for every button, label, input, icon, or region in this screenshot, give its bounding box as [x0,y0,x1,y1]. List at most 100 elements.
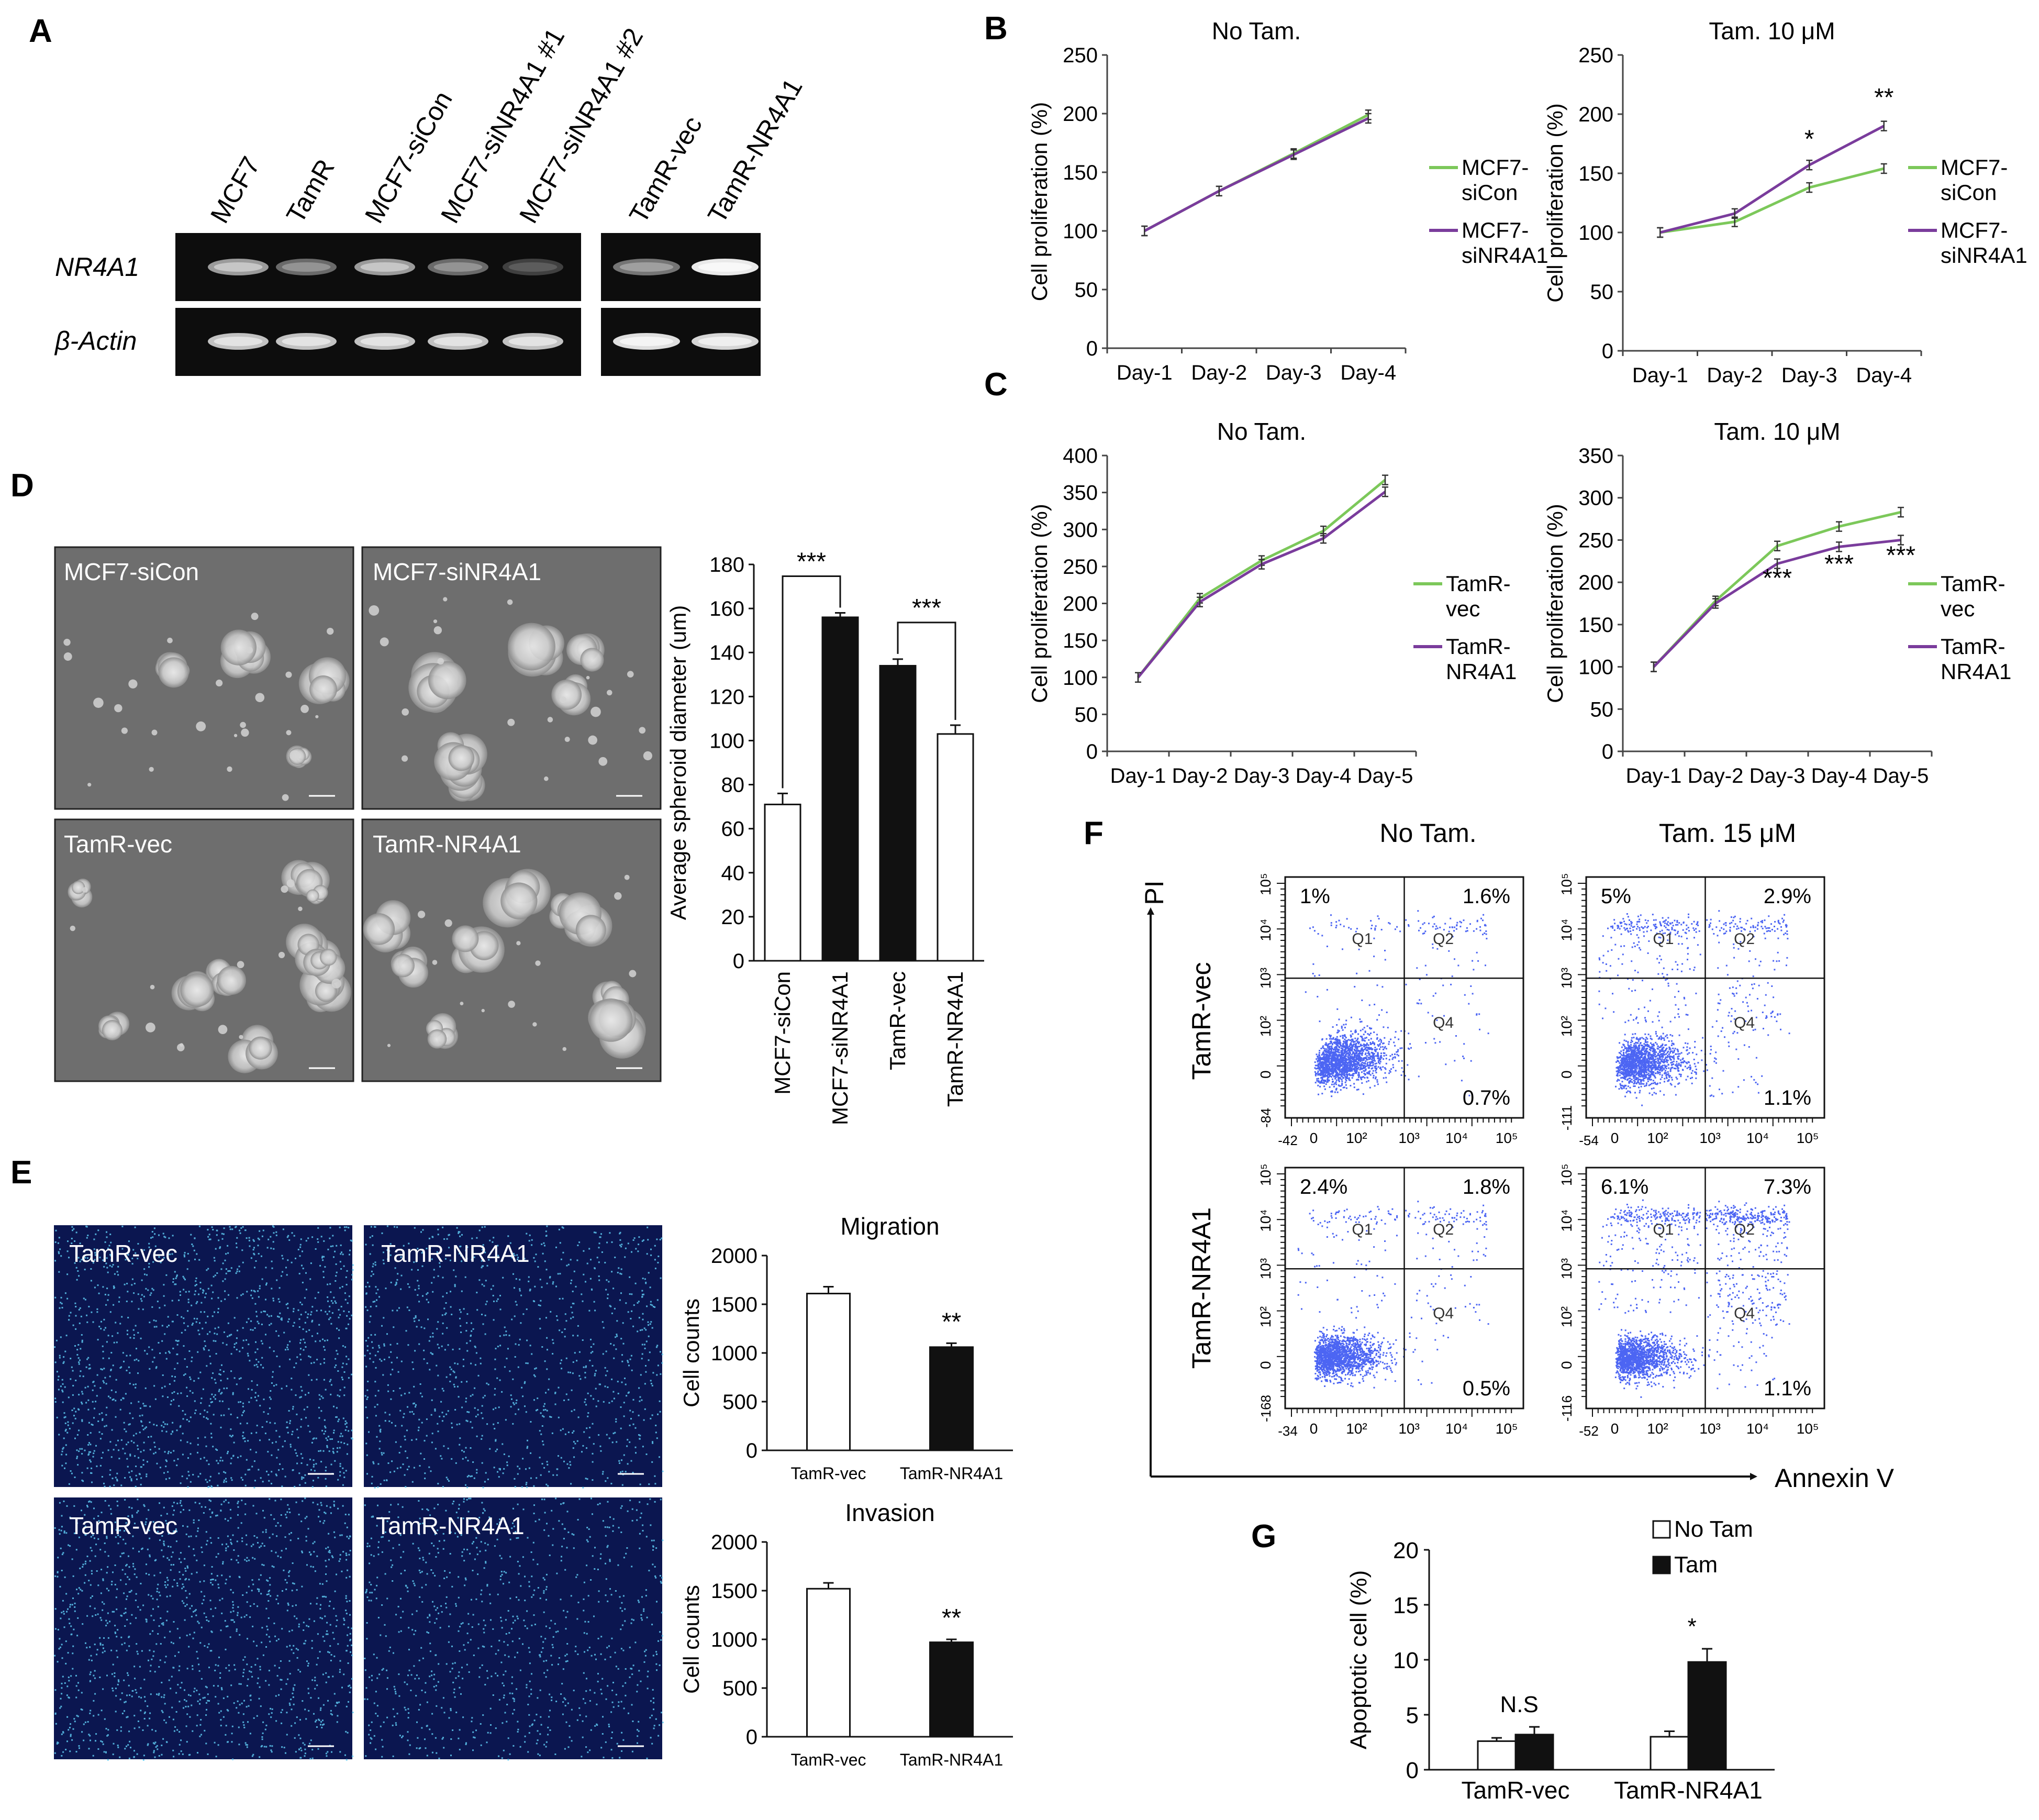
significance-mark: * [1688,1614,1697,1639]
y-tick-label: 2000 [711,1531,757,1554]
bar [929,1346,974,1451]
event-dots [1598,1199,1790,1398]
y-tick-label: 200 [1578,571,1613,594]
legend-swatch [1652,1556,1671,1574]
cell-cluster [237,961,244,969]
cell-cluster [240,722,246,728]
cell-cluster [227,766,232,772]
y-axis-min: -111 [1559,1105,1575,1130]
y-tick-label: 0 [733,950,744,973]
cell-cluster [433,619,438,624]
x-tick-label: Day-2 [1172,764,1228,787]
micrograph-mcf7-sinr4a1 [361,546,662,810]
spheroid [102,1020,122,1040]
x-tick-label: Day-3 [1781,364,1837,387]
spheroid [427,1029,447,1049]
x-tick-label: TamR-NR4A1 [900,1464,1003,1483]
spheroid [158,657,189,688]
y-tick-label: 40 [721,862,745,885]
x-tick-label: Day-3 [1234,764,1290,787]
gel-band-core [433,262,483,272]
flow-row-title: TamR-vec [1187,962,1216,1080]
q2-percent: 1.6% [1463,885,1510,908]
spheroid [500,882,538,919]
x-tick-label: TamR-vec [1461,1777,1569,1804]
significance-mark: *** [1886,542,1915,570]
y-tick-label: 10³ [1257,1258,1274,1279]
gel-band-core [360,337,409,346]
y-tick-label: 100 [1578,221,1613,245]
x-axis-min: -42 [1278,1133,1298,1148]
chart-b-no-tam: No Tam. 0 50 100 150 200 250 Day-1 Day-2 Day-3 Day… [1027,17,1548,384]
y-tick-label: 50 [1590,698,1614,721]
spheroid [551,679,582,710]
y-tick-label: 200 [1063,593,1098,616]
legend-label: MCF7- [1462,155,1529,180]
x-tick-label: 10⁵ [1496,1130,1518,1146]
y-tick-label: 150 [1578,614,1613,637]
panel-f-flow: No Tam. Tam. 15 μM TamR-vec TamR-NR4A1 P… [1140,818,1895,1493]
y-tick-label: 15 [1393,1593,1419,1618]
chart-title: Tam. 10 μM [1714,418,1840,445]
x-tick-label: 10⁴ [1746,1130,1769,1146]
x-tick-label: 10³ [1398,1130,1419,1146]
cell-cluster [315,715,319,718]
y-tick-label: 120 [709,685,744,708]
quadrant-label: Q2 [1734,1221,1755,1238]
cell-cluster [444,919,452,927]
y-axis-min: -168 [1258,1395,1274,1422]
y-axis-label: Apoptotic cell (%) [1346,1570,1372,1749]
significance-mark: *** [797,548,826,576]
quadrant-label: Q2 [1433,930,1454,948]
x-tick-label: Day-2 [1688,764,1744,787]
x-tick-label: TamR-NR4A1 [1614,1777,1763,1804]
gel-band [503,259,563,275]
spheroid [309,675,337,703]
cell-cluster [331,979,341,989]
spheroid [589,998,633,1042]
x-tick-label: TamR-NR4A1 [900,1750,1003,1769]
y-tick-label: 250 [1063,44,1098,67]
significance-mark: ** [942,1604,961,1632]
x-tick-label: TamR-NR4A1 [943,971,967,1107]
gel-band-core [698,337,752,346]
x-tick-label: MCF7-siCon [770,971,795,1095]
y-axis-label: Cell counts [679,1585,704,1694]
x-tick-label: 0 [1310,1130,1318,1146]
bar [806,1293,851,1451]
y-tick-label: 1000 [711,1628,757,1651]
fluorescence-tamr-nr4a1-migration [364,1225,664,1489]
flow-col-title: Tam. 15 μM [1659,818,1796,848]
q4-percent: 0.5% [1463,1377,1510,1400]
cell-cluster [544,776,549,781]
legend-label: No Tam [1674,1516,1753,1542]
gel-band-core [508,337,558,346]
flow-row-title: TamR-NR4A1 [1187,1207,1216,1369]
bar [764,803,801,962]
x-tick-label: 10⁵ [1797,1130,1819,1146]
spheroid [319,949,337,966]
legend-label: TamR- [1446,634,1511,659]
cell-cluster [380,637,389,647]
panel-letter-c: C [984,367,1008,403]
cell-cluster [281,885,288,893]
y-tick-label: 60 [721,818,745,841]
y-tick-label: 180 [709,553,744,576]
significance-mark: * [1804,125,1814,153]
x-tick-label: 10³ [1699,1421,1720,1437]
significance-mark: *** [1763,564,1792,592]
x-tick-label: Day-1 [1117,361,1173,384]
legend-label: siCon [1462,180,1518,205]
row-label-nr4a1: NR4A1 [55,252,139,282]
x-tick-label: MCF7-siNR4A1 [828,971,852,1125]
spheroid [363,913,395,945]
fluorescence-tamr-nr4a1-invasion [364,1497,664,1761]
y-tick-label: 150 [1063,629,1098,652]
legend-label: vec [1446,596,1480,621]
cell-cluster [586,675,590,680]
flow-col-title: No Tam. [1379,818,1476,848]
x-tick-label: Day-1 [1110,764,1166,787]
x-tick-label: 10⁴ [1445,1130,1468,1146]
micrograph-mcf7-sicon [54,546,354,810]
micrograph-background [361,546,662,810]
